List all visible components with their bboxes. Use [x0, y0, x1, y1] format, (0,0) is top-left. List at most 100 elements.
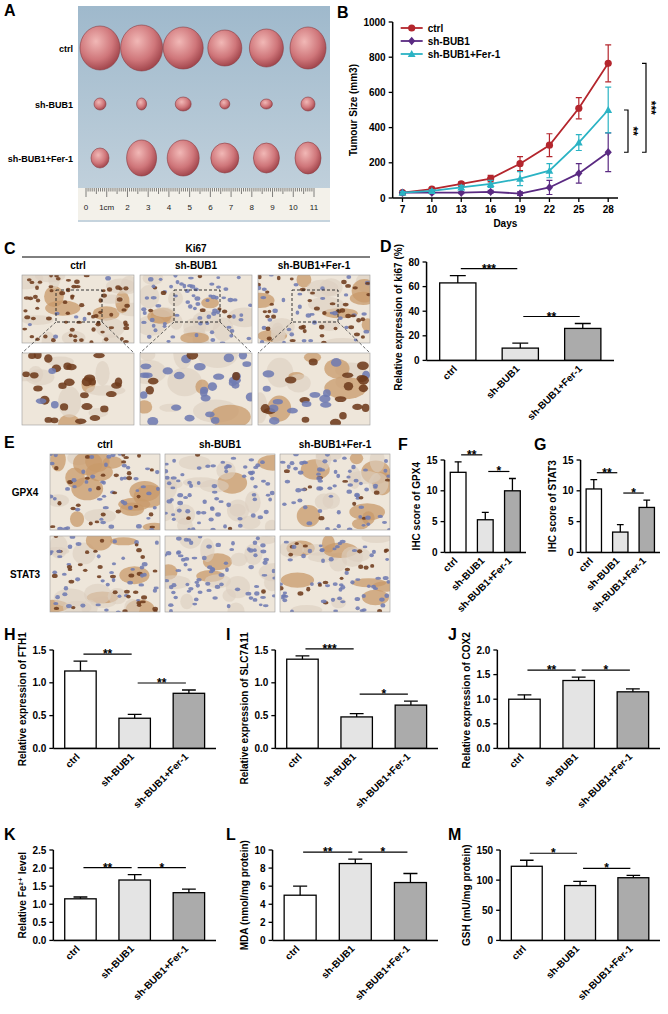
error-bar	[296, 656, 310, 659]
nucleus	[113, 590, 118, 594]
zoom-line	[140, 322, 174, 353]
ruler-tick	[92, 188, 93, 192]
error-cap	[576, 163, 582, 164]
tissue-stroma	[62, 331, 86, 343]
nucleus	[91, 327, 95, 332]
nucleus	[298, 470, 304, 474]
nucleus	[59, 291, 65, 295]
nucleus	[127, 581, 133, 585]
nucleus	[175, 569, 181, 572]
y-tick-label: 10	[562, 485, 574, 496]
nucleus	[149, 512, 154, 516]
y-tick-label: 1.5	[32, 881, 46, 892]
y-axis	[53, 650, 55, 748]
ihc-image	[140, 353, 252, 425]
column-label: sh-BUB1	[175, 260, 218, 271]
nucleus	[69, 580, 75, 584]
tissue-stroma	[22, 275, 43, 289]
ruler-tick	[110, 188, 111, 192]
y-tick-label: 0.5	[254, 710, 268, 721]
nucleus	[301, 325, 306, 329]
image-frame	[140, 353, 252, 425]
ruler-tick	[173, 188, 174, 192]
ruler-tick	[208, 188, 209, 192]
nucleus	[246, 392, 252, 401]
error-bar	[350, 714, 364, 717]
x-tick-label: sh-BUB1	[544, 943, 582, 981]
nucleus	[187, 568, 192, 571]
ruler-tick	[183, 188, 184, 192]
nucleus	[384, 459, 388, 463]
ruler-tick	[222, 188, 223, 192]
nucleus	[174, 372, 185, 379]
nucleus	[211, 417, 220, 424]
nucleus	[167, 499, 173, 503]
error-cap	[546, 177, 552, 178]
nucleus	[319, 395, 330, 403]
nucleus	[355, 578, 360, 581]
nucleus	[273, 399, 283, 405]
nucleus	[205, 465, 210, 469]
ruler-tick	[266, 188, 267, 192]
nucleus	[192, 603, 197, 606]
nucleus	[254, 591, 259, 595]
nucleus	[318, 509, 323, 513]
tissue-stroma	[205, 574, 231, 588]
nucleus	[345, 568, 350, 571]
nucleus	[383, 576, 389, 580]
y-axis	[580, 460, 582, 552]
nucleus	[187, 353, 199, 360]
data-point	[546, 142, 553, 149]
ruler-tick	[258, 188, 259, 192]
nucleus	[219, 582, 224, 586]
nucleus	[152, 284, 156, 288]
nucleus	[177, 493, 183, 497]
nucleus	[136, 489, 140, 492]
nucleus	[50, 417, 58, 423]
nucleus	[172, 459, 176, 463]
y-axis-title: IHC score of STAT3	[547, 460, 558, 552]
tumour	[208, 30, 242, 66]
tissue-stroma	[315, 493, 334, 510]
tissue-stroma	[258, 455, 275, 471]
ruler-tick	[108, 188, 109, 192]
y-tick-label: 20	[408, 330, 420, 341]
ruler-tick	[141, 188, 142, 192]
y-tick-label: 2.5	[32, 845, 46, 856]
nucleus	[287, 408, 298, 414]
nucleus	[272, 569, 275, 574]
x-axis	[445, 552, 526, 554]
legend-marker	[408, 50, 416, 57]
nucleus	[358, 506, 364, 510]
ruler-tick	[260, 188, 261, 192]
nucleus	[68, 568, 73, 571]
x-tick-label: sh-BUB1+Fer-1	[576, 943, 635, 1002]
nucleus	[57, 501, 61, 506]
x-axis	[53, 748, 216, 750]
error-cap	[590, 479, 597, 480]
tissue-stroma	[352, 279, 370, 302]
ihc-image	[22, 353, 134, 425]
ruler-tick	[289, 188, 290, 192]
nucleus	[302, 417, 310, 423]
x-tick-label: 13	[456, 204, 468, 215]
nucleus	[170, 487, 175, 490]
nucleus	[385, 479, 390, 482]
nucleus	[140, 363, 151, 369]
nucleus	[219, 573, 225, 577]
nucleus	[216, 286, 221, 289]
ruler-tick	[243, 188, 244, 192]
nucleus	[366, 523, 370, 526]
ruler-tick	[272, 188, 273, 197]
nucleus	[54, 607, 59, 610]
nucleus	[214, 497, 219, 501]
tumour	[301, 97, 315, 111]
nucleus	[210, 338, 215, 342]
y-tick-label: 80	[408, 257, 420, 268]
x-axis	[275, 748, 438, 750]
nucleus	[248, 565, 254, 569]
series-line	[402, 110, 608, 193]
nucleus	[159, 278, 163, 281]
nucleus	[383, 469, 387, 473]
nucleus	[148, 378, 158, 385]
